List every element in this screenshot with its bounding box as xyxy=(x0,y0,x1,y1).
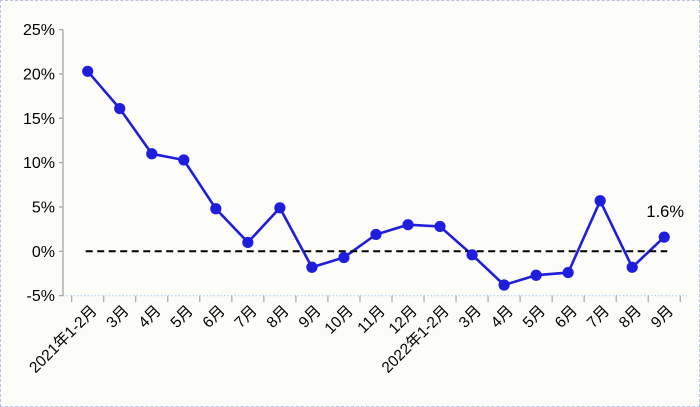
x-axis-label: 3月 xyxy=(103,302,132,331)
x-axis-label: 10月 xyxy=(322,302,357,337)
data-point xyxy=(274,202,286,214)
data-point xyxy=(242,236,254,249)
x-axis-label: 8月 xyxy=(264,302,293,331)
x-axis-label: 11月 xyxy=(354,302,388,336)
data-point xyxy=(498,279,510,291)
y-axis-label: 15% xyxy=(23,111,55,128)
data-point xyxy=(82,65,94,77)
x-axis-label: 2021年1-2月 xyxy=(26,302,101,377)
x-axis-label: 7月 xyxy=(584,302,613,331)
series-line xyxy=(86,70,666,287)
data-point xyxy=(626,261,638,273)
y-axis-label: 25% xyxy=(23,22,55,39)
data-point xyxy=(210,203,222,215)
data-point xyxy=(530,269,542,281)
x-axis-label: 9月 xyxy=(648,302,677,331)
x-axis-label: 7月 xyxy=(232,302,261,331)
last-value-label: 1.6% xyxy=(646,203,684,221)
x-axis-label: 6月 xyxy=(552,302,581,331)
data-point xyxy=(562,266,574,279)
data-point xyxy=(434,220,446,233)
data-point xyxy=(466,249,478,261)
data-point xyxy=(594,195,606,207)
x-axis-label: 4月 xyxy=(488,302,517,331)
data-point xyxy=(178,154,190,166)
y-axis-label: 5% xyxy=(32,199,55,216)
data-point xyxy=(658,231,670,243)
y-axis-label: 20% xyxy=(23,66,55,83)
x-axis-label: 6月 xyxy=(200,302,229,331)
data-point xyxy=(370,228,382,241)
x-axis-label: 4月 xyxy=(136,302,165,331)
x-axis-label: 8月 xyxy=(616,302,645,331)
data-point xyxy=(146,148,158,160)
y-axis-label: -5% xyxy=(27,288,55,305)
data-point xyxy=(114,102,126,115)
data-point xyxy=(306,261,318,273)
x-axis-label: 5月 xyxy=(168,302,197,331)
x-axis-label: 3月 xyxy=(456,302,485,331)
x-axis-label: 5月 xyxy=(520,302,549,331)
x-axis-label: 9月 xyxy=(296,302,325,331)
y-axis-label: 0% xyxy=(32,244,55,261)
data-point xyxy=(338,251,350,264)
y-axis-label: 10% xyxy=(23,155,55,172)
data-point xyxy=(402,219,414,231)
